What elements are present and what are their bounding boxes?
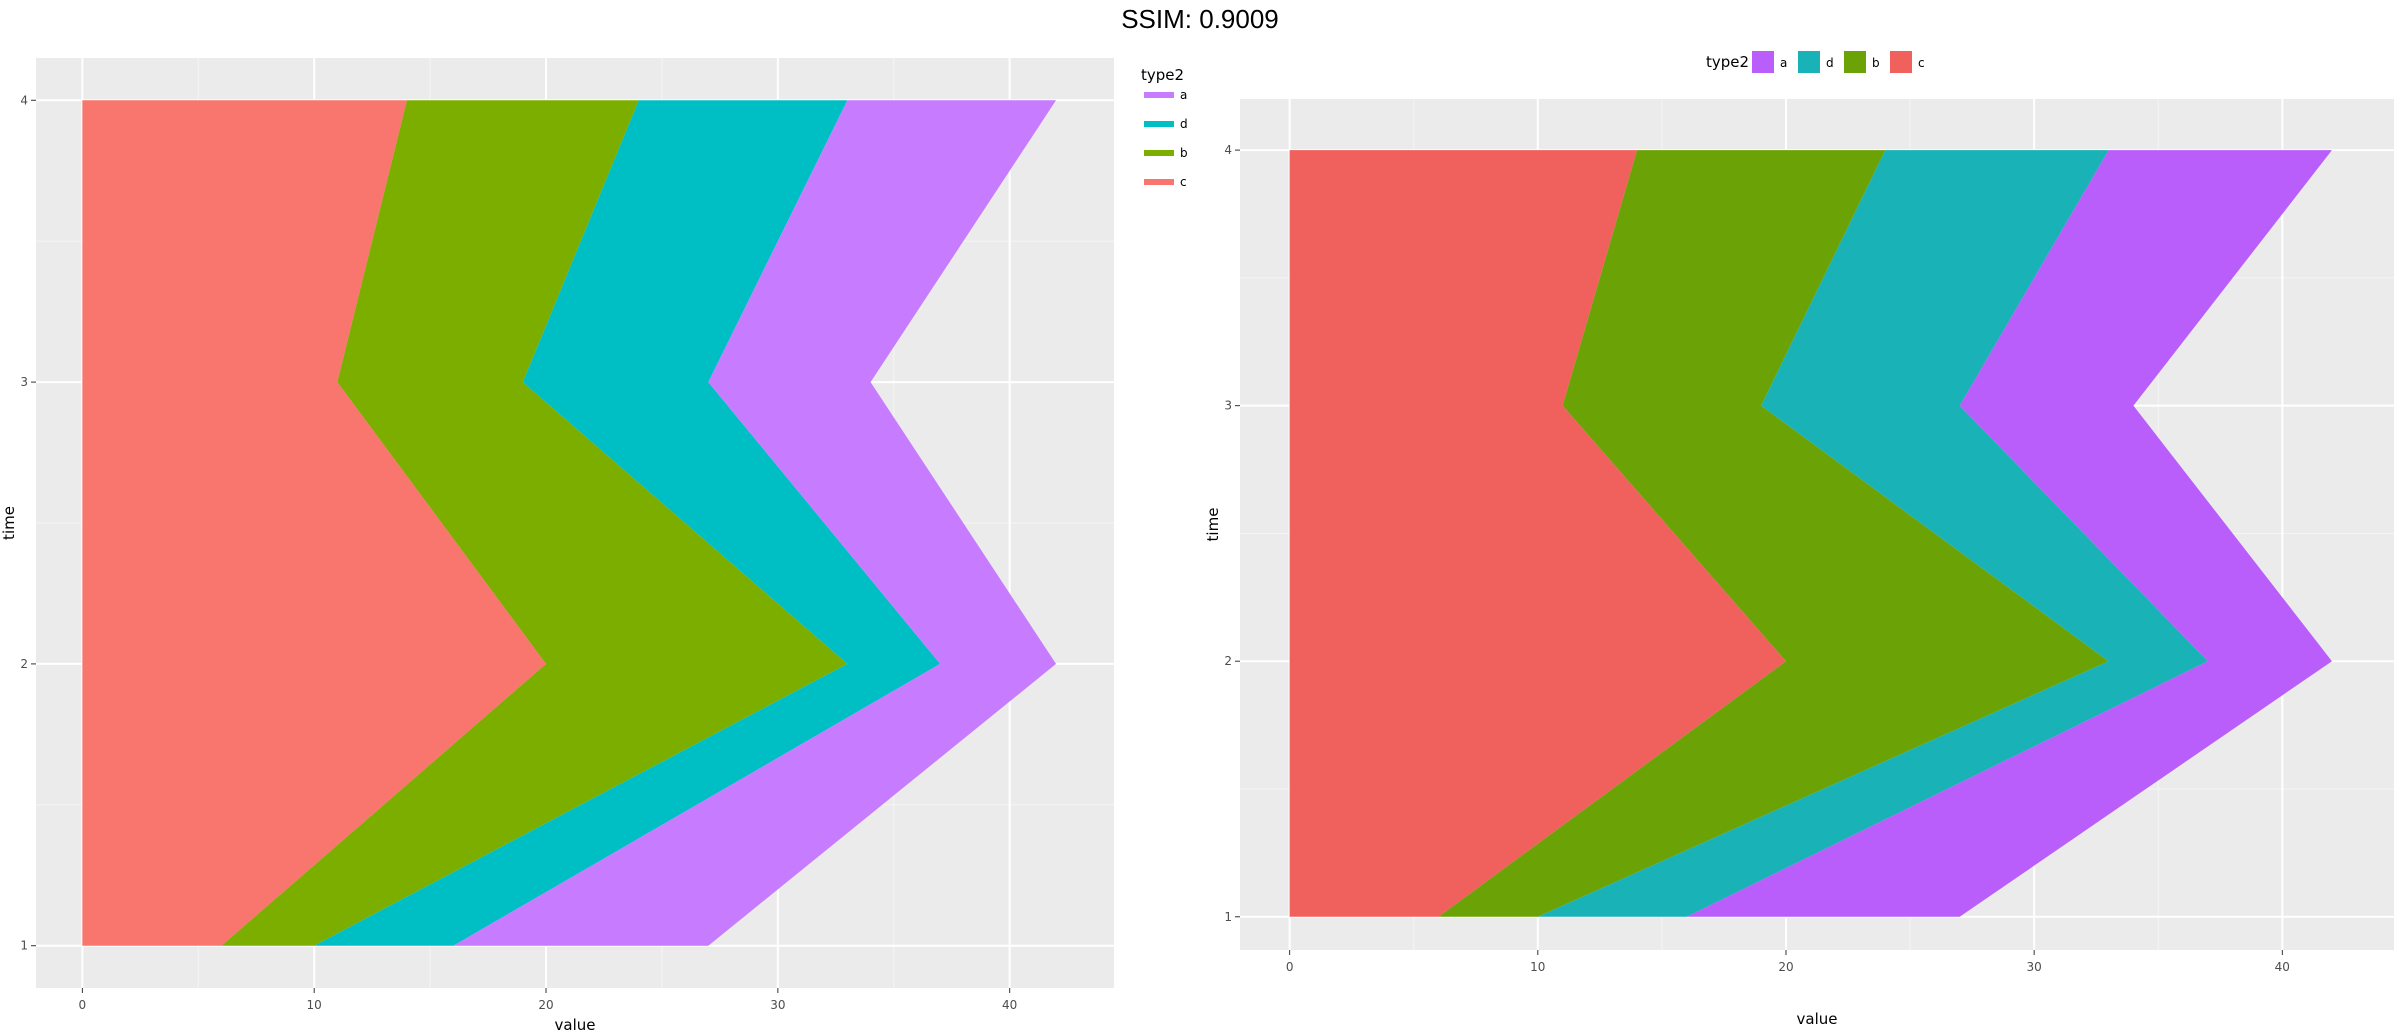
y-tick-label: 4 [1224, 143, 1232, 157]
x-tick-label: 30 [2027, 960, 2042, 974]
chart-panel-1: 0 10 20 30 40 1 2 3 4 value time type2 a d b c [0, 58, 1188, 1034]
x-tick-label: 0 [79, 998, 87, 1012]
legend-label-a: a [1780, 56, 1787, 70]
y-tick-label: 2 [20, 657, 28, 671]
y-tick-label: 3 [1224, 399, 1232, 413]
area-series-d [314, 100, 941, 946]
x-axis-title: value [1797, 1010, 1838, 1028]
area-series-d [1537, 150, 2208, 917]
legend-label-b: b [1872, 56, 1880, 70]
legend-label-b: b [1180, 146, 1188, 160]
x-tick-label: 40 [2275, 960, 2290, 974]
y-tick-label: 1 [1224, 910, 1232, 924]
y-tick-label: 1 [20, 939, 28, 953]
page-title: SSIM: 0.9009 [1121, 4, 1279, 34]
y-axis-title: time [0, 506, 18, 540]
legend-key-d [1798, 51, 1820, 73]
legend-label-a: a [1180, 88, 1187, 102]
legend-title: type2 [1706, 53, 1749, 71]
y-axis-title: time [1204, 508, 1222, 542]
legend-label-c: c [1180, 175, 1187, 189]
x-tick-label: 10 [1530, 960, 1545, 974]
area-series-c [1289, 150, 1786, 917]
x-tick-label: 10 [307, 998, 322, 1012]
legend-key-b [1844, 51, 1866, 73]
area-series-b [221, 100, 848, 946]
x-tick-label: 0 [1286, 960, 1294, 974]
y-tick-label: 2 [1224, 654, 1232, 668]
legend-title: type2 [1141, 66, 1184, 84]
x-tick-label: 40 [1002, 998, 1017, 1012]
legend-label-d: d [1826, 56, 1834, 70]
area-series-a [453, 100, 1057, 946]
x-tick-label: 30 [770, 998, 785, 1012]
y-tick-label: 3 [20, 375, 28, 389]
legend-label-d: d [1180, 117, 1188, 131]
legend: type2 a d b c [1706, 51, 1925, 73]
legend: type2 a d b c [1141, 66, 1188, 189]
x-tick-label: 20 [1778, 960, 1793, 974]
x-axis-title: value [555, 1016, 596, 1034]
legend-label-c: c [1918, 56, 1925, 70]
legend-key-c [1890, 51, 1912, 73]
y-tick-label: 4 [20, 93, 28, 107]
chart-panel-2: 0 10 20 30 40 1 2 3 4 value time type2 a d b c [1204, 51, 2394, 1028]
area-series-c [82, 100, 547, 946]
area-series-b [1438, 150, 2109, 917]
legend-key-a [1752, 51, 1774, 73]
area-series-a [1686, 150, 2332, 917]
x-tick-label: 20 [538, 998, 553, 1012]
